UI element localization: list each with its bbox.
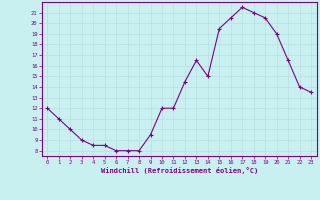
- X-axis label: Windchill (Refroidissement éolien,°C): Windchill (Refroidissement éolien,°C): [100, 167, 258, 174]
